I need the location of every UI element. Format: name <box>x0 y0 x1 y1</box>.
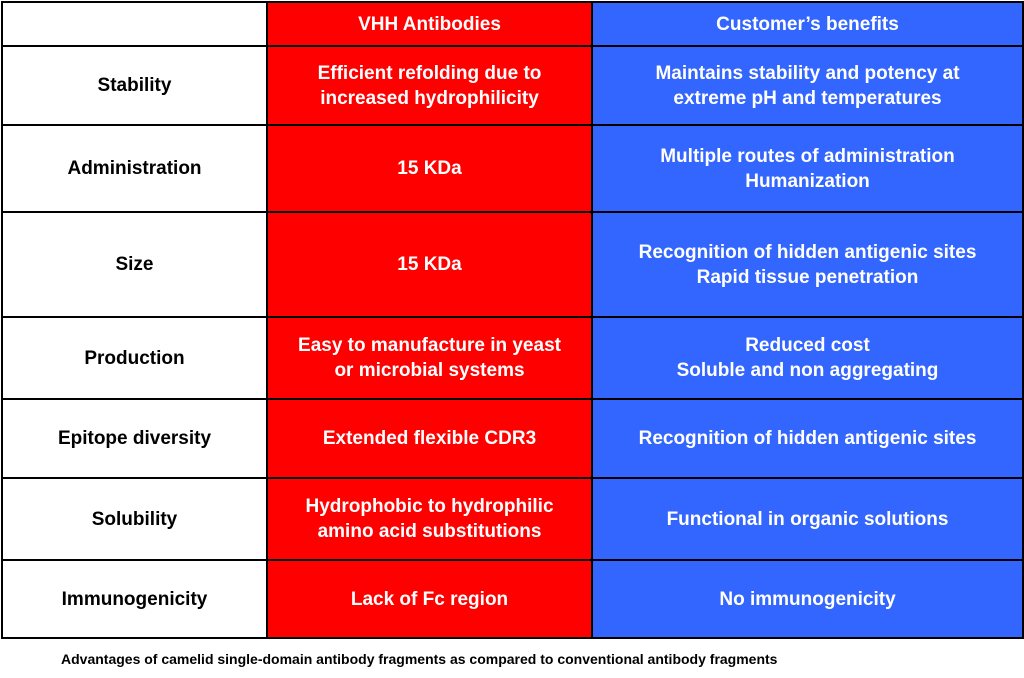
benefit-cell: Recognition of hidden antigenic sites <box>591 398 1024 479</box>
benefit-cell-line: Reduced cost <box>745 335 870 356</box>
benefit-cell-line: Rapid tissue penetration <box>696 266 919 288</box>
row-label: Stability <box>1 45 268 126</box>
benefit-cell-line: Humanization <box>745 170 870 192</box>
benefit-cell-line: Soluble and non aggregating <box>676 360 939 381</box>
row-label: Epitope diversity <box>1 398 268 479</box>
benefit-cell: Recognition of hidden antigenic sites Ra… <box>591 211 1024 318</box>
vhh-cell: 15 KDa <box>266 124 593 213</box>
benefit-cell-line: Multiple routes of administration <box>660 145 955 167</box>
vhh-cell: Lack of Fc region <box>266 559 593 639</box>
vhh-cell-line: Hydrophobic to hydrophilic <box>305 496 554 517</box>
benefit-cell-line: Recognition of hidden antigenic sites <box>638 241 977 263</box>
vhh-cell-line: Extended flexible CDR3 <box>322 428 537 449</box>
table-row-production: Production Easy to manufacture in yeast … <box>1 316 1024 400</box>
row-label: Size <box>1 211 268 318</box>
vhh-cell: Extended flexible CDR3 <box>266 398 593 479</box>
benefit-cell-line: Recognition of hidden antigenic sites <box>638 428 977 449</box>
row-label: Administration <box>1 124 268 213</box>
vhh-cell-line: or microbial systems <box>334 360 525 381</box>
comparison-table: VHH Antibodies Customer’s benefits Stabi… <box>1 1 1024 639</box>
header-corner-cell <box>1 1 268 47</box>
vhh-cell-line: 15 KDa <box>397 254 462 275</box>
benefit-cell: Multiple routes of administration Humani… <box>591 124 1024 213</box>
benefits-column-header: Customer’s benefits <box>591 1 1024 47</box>
vhh-cell-line: amino acid substitutions <box>317 521 542 542</box>
vhh-cell-line: Lack of Fc region <box>350 588 509 610</box>
benefit-cell-line: Maintains stability and potency at <box>655 62 960 84</box>
table-row-stability: Stability Efficient refolding due to inc… <box>1 45 1024 126</box>
table-row-administration: Administration 15 KDa Multiple routes of… <box>1 124 1024 213</box>
table-row-solubility: Solubility Hydrophobic to hydrophilic am… <box>1 477 1024 561</box>
table-row-size: Size 15 KDa Recognition of hidden antige… <box>1 211 1024 318</box>
benefit-cell: Reduced cost Soluble and non aggregating <box>591 316 1024 400</box>
benefit-cell: No immunogenicity <box>591 559 1024 639</box>
vhh-column-header: VHH Antibodies <box>266 1 593 47</box>
benefit-cell: Maintains stability and potency at extre… <box>591 45 1024 126</box>
row-label: Production <box>1 316 268 400</box>
table-row-epitope-diversity: Epitope diversity Extended flexible CDR3… <box>1 398 1024 479</box>
row-label: Immunogenicity <box>1 559 268 639</box>
row-label: Solubility <box>1 477 268 561</box>
benefit-cell-line: extreme pH and temperatures <box>673 87 942 109</box>
vhh-cell: Hydrophobic to hydrophilic amino acid su… <box>266 477 593 561</box>
vhh-cell-line: Efficient refolding due to <box>317 62 542 84</box>
vhh-cell-line: Easy to manufacture in yeast <box>298 335 561 356</box>
vhh-cell: Easy to manufacture in yeast or microbia… <box>266 316 593 400</box>
vhh-cell: Efficient refolding due to increased hyd… <box>266 45 593 126</box>
header-row: VHH Antibodies Customer’s benefits <box>1 1 1024 47</box>
benefit-cell-line: Functional in organic solutions <box>666 508 949 530</box>
benefit-cell: Functional in organic solutions <box>591 477 1024 561</box>
vhh-cell-line: increased hydrophilicity <box>320 87 539 109</box>
vhh-cell-line: 15 KDa <box>397 158 462 179</box>
vhh-cell: 15 KDa <box>266 211 593 318</box>
table-caption: Advantages of camelid single-domain anti… <box>61 651 778 667</box>
table-row-immunogenicity: Immunogenicity Lack of Fc region No immu… <box>1 559 1024 639</box>
benefit-cell-line: No immunogenicity <box>719 588 896 610</box>
